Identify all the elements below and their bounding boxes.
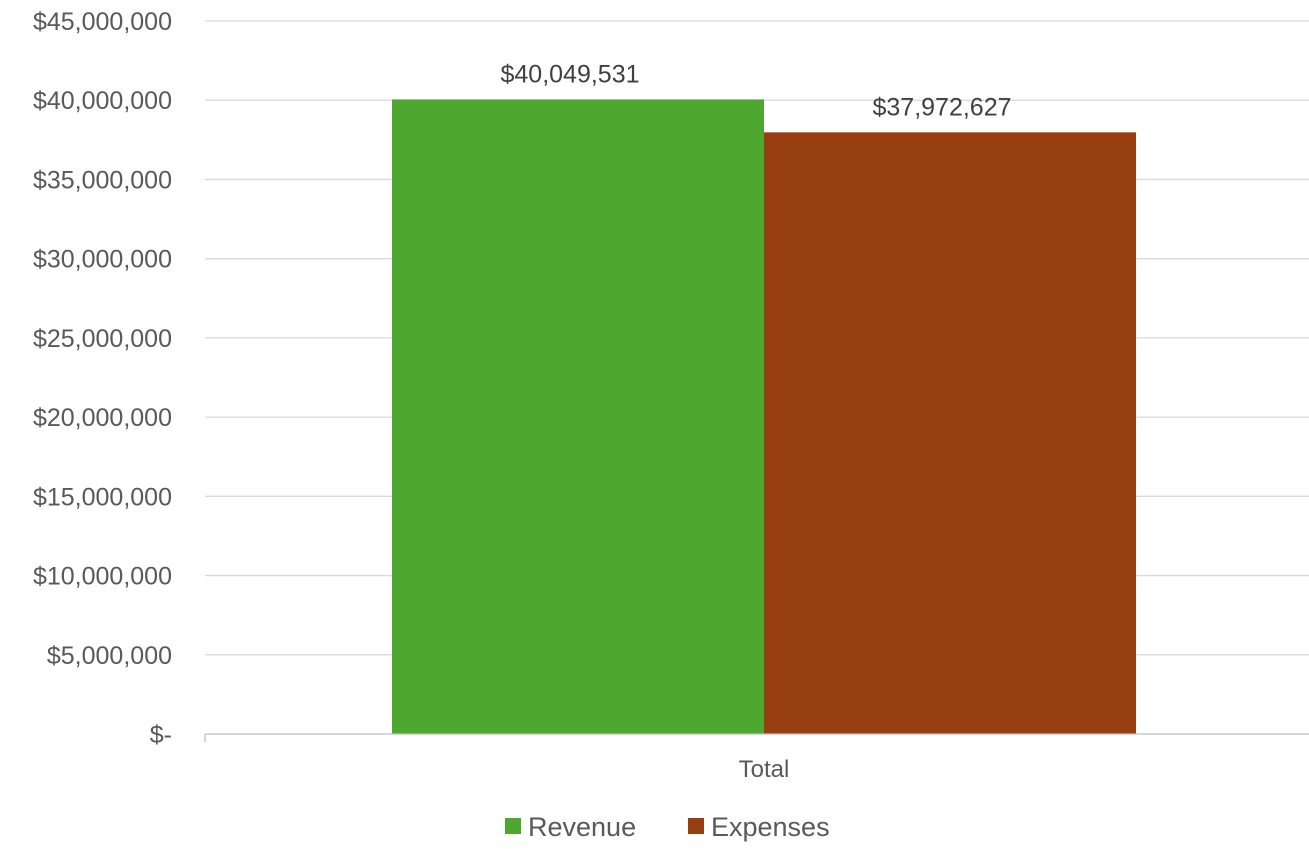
y-tick-label: $20,000,000 [33,404,172,432]
legend-swatch [505,818,521,834]
y-tick-label: $5,000,000 [47,642,172,670]
y-tick-label: $25,000,000 [33,325,172,353]
data-label-revenue: $40,049,531 [500,60,639,88]
y-tick-label: $15,000,000 [33,483,172,511]
legend: Revenue Expenses [505,812,830,842]
data-labels: $40,049,531 $37,972,627 [500,60,1011,121]
x-axis: Total [204,733,1309,783]
bars [392,99,1136,734]
bar-expenses[interactable] [764,132,1136,734]
bar-revenue[interactable] [392,99,764,734]
y-tick-label: $40,000,000 [33,87,172,115]
y-tick-label: $10,000,000 [33,563,172,591]
legend-label: Revenue [528,812,636,842]
legend-item-expenses[interactable]: Expenses [688,812,830,842]
y-axis: $- $5,000,000 $10,000,000 $15,000,000 $20,00… [33,8,172,749]
legend-item-revenue[interactable]: Revenue [505,812,636,842]
legend-swatch [688,818,704,834]
y-tick-label: $35,000,000 [33,166,172,194]
y-tick-label: $45,000,000 [33,8,172,36]
x-tick-label: Total [739,756,790,783]
y-tick-label: $30,000,000 [33,246,172,274]
data-label-expenses: $37,972,627 [872,93,1011,121]
y-tick-label: $- [150,721,172,749]
legend-label: Expenses [711,812,830,842]
